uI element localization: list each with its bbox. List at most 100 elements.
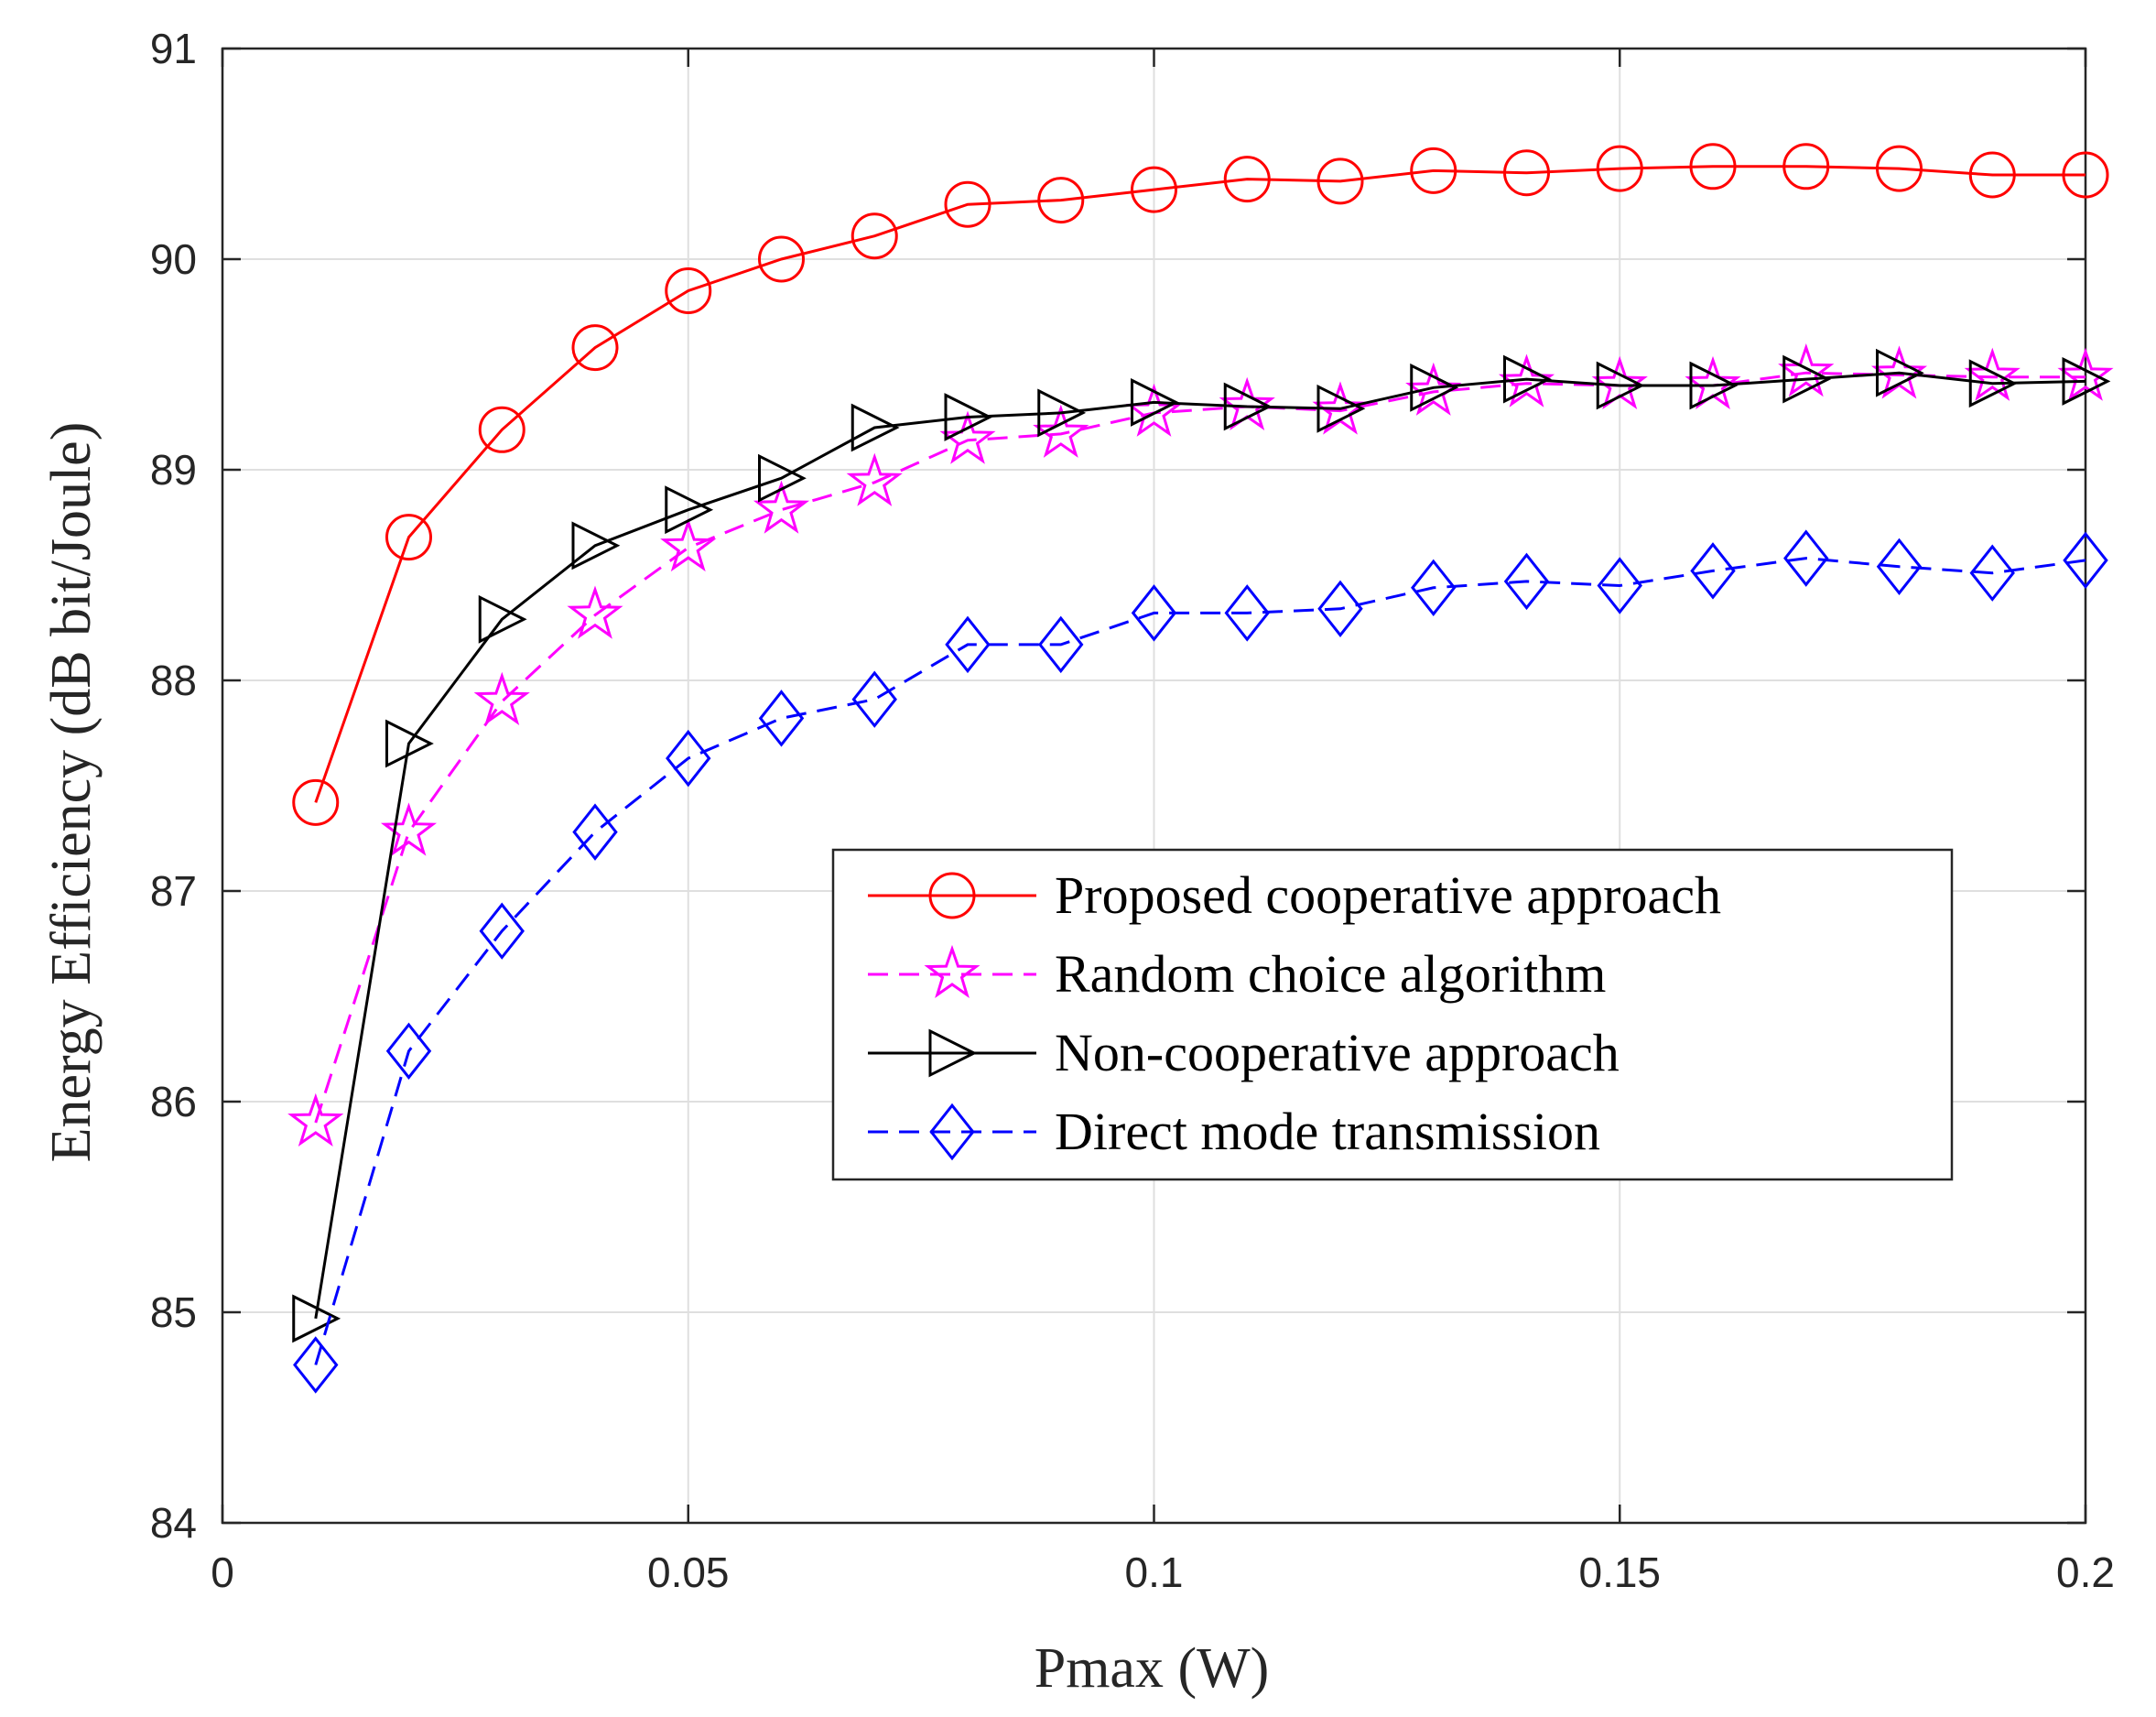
data-point — [846, 452, 903, 506]
data-point — [2062, 356, 2111, 406]
data-point — [1037, 388, 1087, 438]
y-tick-label: 85 — [150, 1288, 197, 1336]
x-axis-title: Pmax (W) — [1035, 1637, 1270, 1700]
data-point — [1690, 542, 1736, 600]
x-tick-label: 0 — [211, 1549, 234, 1596]
data-point — [1876, 348, 1924, 397]
data-point — [478, 594, 527, 644]
y-tick-label: 88 — [150, 657, 197, 704]
data-point — [2062, 151, 2109, 199]
data-point — [292, 778, 340, 826]
data-point — [385, 1022, 432, 1081]
data-point — [1783, 529, 1829, 587]
data-point — [1876, 145, 1923, 192]
data-point — [758, 453, 807, 503]
y-axis-title: Energy Efficiency (dB bit/Joule) — [40, 422, 103, 1163]
data-point — [758, 690, 805, 747]
data-point — [478, 406, 525, 453]
data-point — [944, 180, 991, 228]
data-point — [1316, 384, 1366, 433]
legend-marker — [928, 1028, 978, 1078]
series-circle — [292, 143, 2109, 826]
plot-series — [287, 143, 2114, 1394]
data-point — [758, 235, 805, 283]
data-point — [1405, 362, 1462, 416]
data-point — [850, 212, 898, 260]
series-line — [314, 371, 2086, 1320]
data-point — [850, 403, 900, 452]
data-point — [2063, 531, 2108, 590]
data-point — [1224, 584, 1270, 642]
y-tick-label: 89 — [150, 446, 197, 494]
axes: 0 0.05 0.1 0.15 0.2 84 85 86 87 88 89 90 91 — [150, 25, 2115, 1596]
data-point — [1223, 382, 1273, 431]
data-point — [1689, 361, 1739, 410]
legend-label: Proposed cooperative approach — [1055, 865, 1721, 925]
x-tick-label: 0.05 — [647, 1549, 730, 1596]
data-point — [1410, 147, 1457, 194]
data-point — [660, 517, 717, 572]
data-point — [666, 729, 711, 788]
series-line — [314, 165, 2086, 803]
data-point — [945, 615, 991, 674]
data-point — [1037, 177, 1085, 224]
y-tick-label: 86 — [150, 1078, 197, 1125]
data-point — [2057, 347, 2114, 401]
x-tick-label: 0.1 — [1125, 1549, 1184, 1596]
legend-label: Non-cooperative approach — [1055, 1023, 1620, 1082]
legend: Proposed cooperative approach Random choi… — [831, 848, 1954, 1181]
data-point — [944, 393, 993, 441]
data-point — [1503, 149, 1550, 197]
legend-box — [831, 848, 1954, 1181]
data-point — [380, 802, 438, 856]
data-point — [287, 1092, 344, 1147]
legend-label: Random choice algorithm — [1055, 944, 1606, 1004]
data-point — [1038, 615, 1084, 674]
x-tick-label: 0.2 — [2056, 1549, 2115, 1596]
data-point — [1223, 156, 1271, 203]
data-point — [571, 521, 621, 571]
data-point — [571, 324, 619, 372]
data-point — [939, 410, 996, 464]
data-point — [1778, 342, 1835, 397]
data-point — [1503, 552, 1550, 611]
y-tick-label: 87 — [150, 867, 197, 915]
data-point — [1968, 359, 2018, 408]
data-point — [1503, 354, 1552, 404]
data-point — [1411, 559, 1457, 617]
data-point — [479, 902, 525, 960]
data-point — [1969, 544, 2015, 602]
legend-marker — [929, 1103, 975, 1161]
data-point — [473, 671, 530, 726]
data-point — [1410, 363, 1459, 412]
data-point — [572, 803, 618, 861]
legend-label: Direct mode transmission — [1055, 1102, 1600, 1161]
data-point — [665, 267, 712, 314]
data-point — [851, 670, 897, 728]
data-point — [1131, 166, 1177, 213]
data-point — [1876, 538, 1923, 596]
data-point — [1317, 580, 1363, 638]
series-line — [314, 557, 2086, 1365]
data-point — [1131, 584, 1177, 642]
x-tick-label: 0.15 — [1578, 1549, 1661, 1596]
data-point — [1131, 377, 1179, 427]
data-point — [1597, 557, 1642, 614]
data-point — [753, 480, 810, 534]
data-point — [1964, 347, 2021, 401]
data-point — [385, 514, 432, 561]
legend-marker — [924, 944, 980, 999]
data-point — [1968, 151, 2016, 199]
y-tick-label: 84 — [150, 1499, 197, 1547]
data-point — [1782, 143, 1830, 190]
data-point — [1316, 158, 1364, 205]
legend-marker — [928, 872, 976, 919]
y-tick-label: 90 — [150, 235, 197, 283]
y-tick-label: 91 — [150, 25, 197, 72]
data-point — [1782, 354, 1832, 404]
series-triangle-right — [292, 348, 2111, 1343]
data-point — [665, 485, 714, 535]
data-point — [1689, 143, 1737, 190]
data-point — [385, 719, 434, 768]
